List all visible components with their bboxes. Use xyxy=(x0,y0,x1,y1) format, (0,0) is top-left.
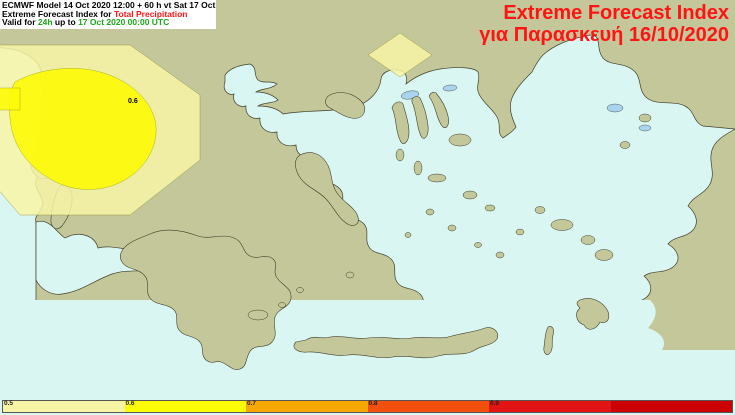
svg-text:0.6: 0.6 xyxy=(128,98,138,105)
